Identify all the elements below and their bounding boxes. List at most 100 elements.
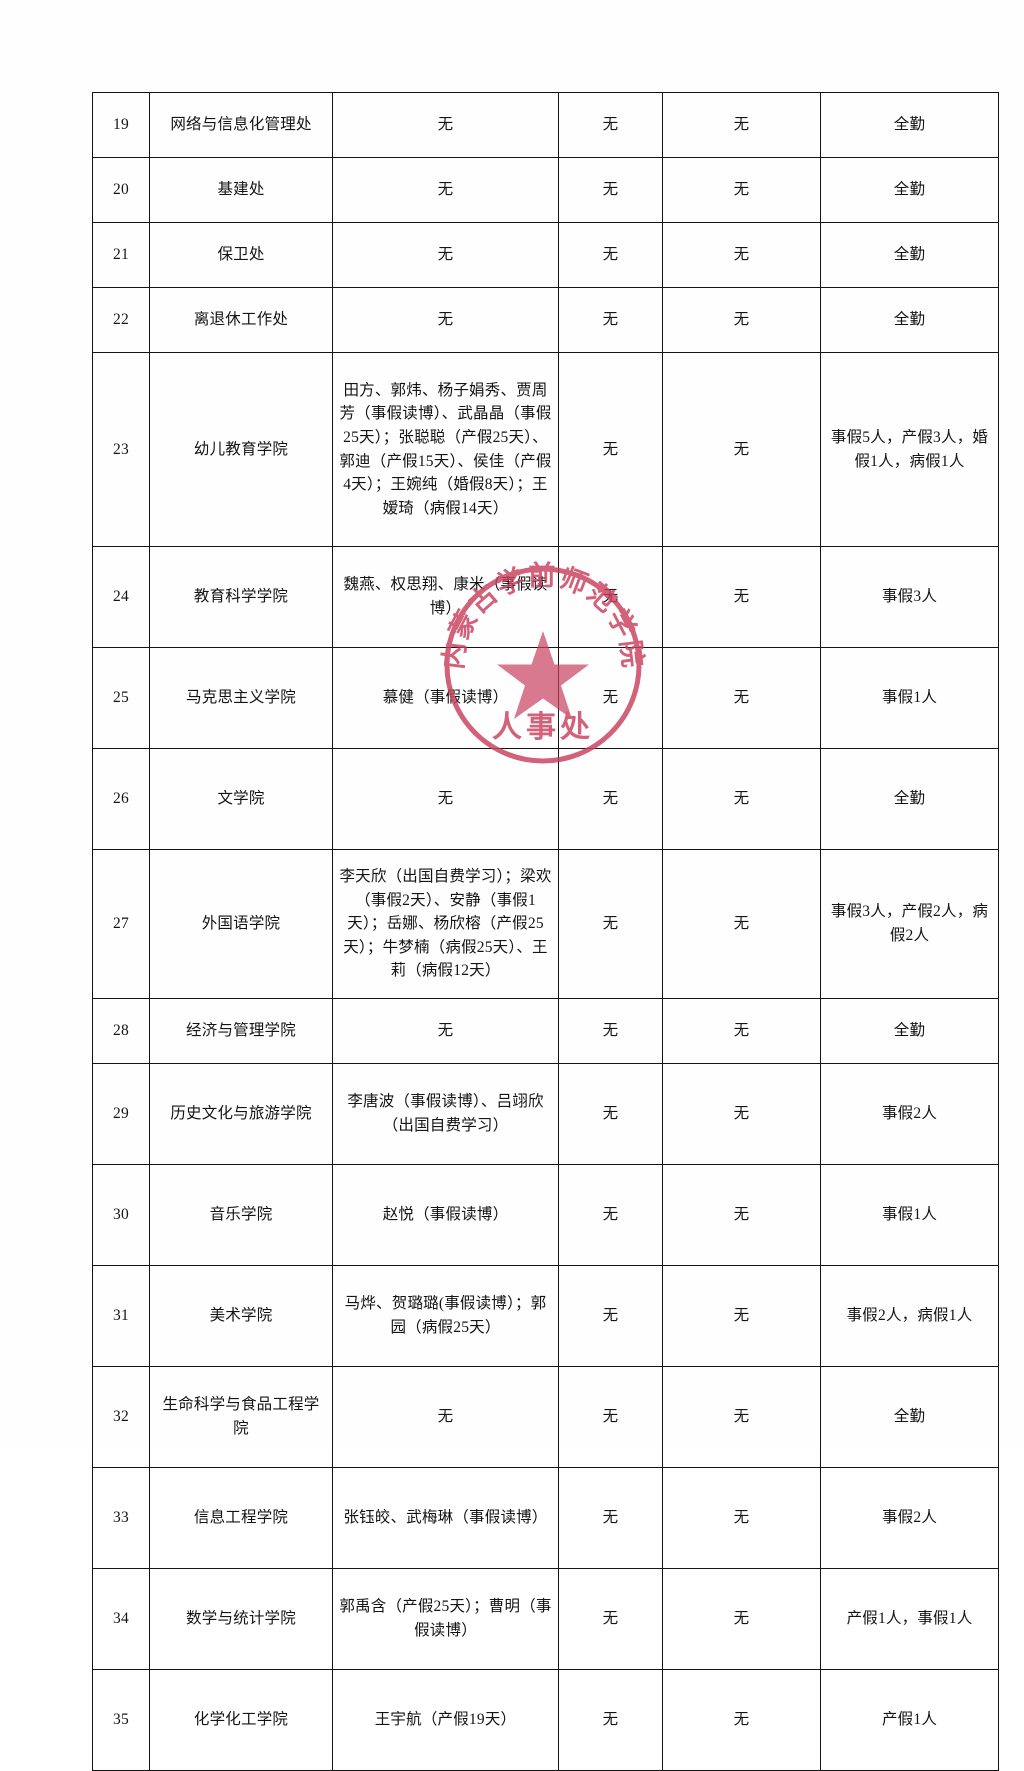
table-row: 19 网络与信息化管理处 无 无 无 全勤 [92,92,999,158]
cell-dept: 历史文化与旅游学院 [149,1063,333,1165]
cell-cadre-text: 无 [602,1206,619,1224]
cell-dept-text: 网络与信息化管理处 [170,116,312,134]
cell-cadre-text: 无 [602,588,619,606]
cell-dept-text: 经济与管理学院 [186,1022,296,1040]
cell-staff: 无 [662,1063,821,1165]
cell-teacher-text: 赵悦（事假读博） [382,1206,509,1224]
cell-dept-text: 信息工程学院 [193,1509,289,1527]
cell-staff: 无 [662,748,821,850]
cell-summary-text: 全勤 [893,311,926,329]
cell-summary: 全勤 [820,998,999,1064]
cell-cadre: 无 [558,546,663,648]
cell-staff: 无 [662,1366,821,1468]
cell-cadre-text: 无 [602,1610,619,1628]
cell-no-text: 31 [113,1307,129,1325]
cell-teacher: 魏燕、权思翔、康米（事假读博） [332,546,559,648]
cell-no: 28 [92,998,150,1064]
cell-no: 33 [92,1467,150,1569]
cell-staff-text: 无 [733,1509,750,1527]
cell-cadre: 无 [558,647,663,749]
cell-staff: 无 [662,998,821,1064]
cell-dept: 外国语学院 [149,849,333,999]
cell-summary: 全勤 [820,92,999,158]
cell-teacher: 无 [332,1366,559,1468]
cell-cadre-text: 无 [602,790,619,808]
cell-cadre-text: 无 [602,1408,619,1426]
cell-no-text: 28 [113,1022,129,1040]
cell-no-text: 35 [113,1711,129,1729]
cell-dept: 经济与管理学院 [149,998,333,1064]
cell-no-text: 19 [113,116,129,134]
cell-no-text: 24 [113,588,129,606]
cell-no-text: 23 [113,440,129,458]
cell-staff-text: 无 [733,246,750,264]
cell-summary: 事假5人，产假3人，婚假1人，病假1人 [820,352,999,547]
cell-summary-text: 全勤 [893,790,926,808]
cell-dept: 马克思主义学院 [149,647,333,749]
cell-no: 23 [92,352,150,547]
cell-staff: 无 [662,1164,821,1266]
cell-staff-text: 无 [733,790,750,808]
cell-dept-text: 外国语学院 [201,915,281,933]
cell-cadre: 无 [558,222,663,288]
table-row: 27 外国语学院 李天欣（出国自费学习）；梁欢（事假2天）、安静（事假1天）；岳娜、… [92,849,999,999]
cell-staff-text: 无 [733,1408,750,1426]
cell-no: 29 [92,1063,150,1165]
cell-teacher-text: 无 [437,790,454,808]
cell-cadre-text: 无 [602,311,619,329]
cell-no: 31 [92,1265,150,1367]
cell-no: 34 [92,1568,150,1670]
cell-summary: 事假2人 [820,1063,999,1165]
cell-staff-text: 无 [733,1206,750,1224]
cell-summary-text: 事假3人 [881,588,938,606]
table-row: 23 幼儿教育学院 田方、郭炜、杨子娟秀、贾周芳（事假读博）、武晶晶（事假25天）；… [92,352,999,547]
cell-teacher: 无 [332,998,559,1064]
cell-summary-text: 全勤 [893,181,926,199]
cell-cadre: 无 [558,352,663,547]
cell-teacher-text: 郭禹含（产假25天）；曹明（事假读博） [339,1598,552,1639]
cell-summary: 事假2人，病假1人 [820,1265,999,1367]
attendance-table: 19 网络与信息化管理处无无无全勤 20 基建处无无无全勤 21 保卫处无无无全勤 22 离退… [92,92,999,1771]
cell-staff-text: 无 [733,1022,750,1040]
cell-cadre-text: 无 [602,116,619,134]
cell-summary-text: 事假1人 [881,1206,938,1224]
cell-teacher-text: 李天欣（出国自费学习）；梁欢（事假2天）、安静（事假1天）；岳娜、杨欣榕（产假2… [339,868,552,980]
cell-teacher-text: 马烨、贺璐璐(事假读博）；郭园（病假25天） [344,1295,547,1336]
cell-staff: 无 [662,1467,821,1569]
cell-cadre: 无 [558,157,663,223]
cell-teacher: 王宇航（产假19天） [332,1669,559,1771]
cell-summary: 全勤 [820,222,999,288]
cell-teacher: 无 [332,157,559,223]
cell-staff-text: 无 [733,311,750,329]
cell-dept: 教育科学学院 [149,546,333,648]
cell-dept-text: 音乐学院 [209,1206,273,1224]
cell-staff: 无 [662,287,821,353]
cell-cadre: 无 [558,1467,663,1569]
cell-summary-text: 产假1人，事假1人 [846,1610,973,1628]
cell-dept-text: 文学院 [217,790,265,808]
table-row: 21 保卫处 无 无 无 全勤 [92,222,999,288]
cell-no-text: 32 [113,1408,129,1426]
cell-staff-text: 无 [733,1105,750,1123]
cell-no-text: 20 [113,181,129,199]
cell-no: 21 [92,222,150,288]
cell-staff-text: 无 [733,689,750,707]
cell-no: 26 [92,748,150,850]
cell-teacher: 无 [332,287,559,353]
cell-dept: 信息工程学院 [149,1467,333,1569]
cell-cadre: 无 [558,998,663,1064]
table-row: 34 数学与统计学院 郭禹含（产假25天）；曹明（事假读博） 无 无 产假1人，事假1人 [92,1568,999,1670]
cell-cadre-text: 无 [602,440,619,458]
table-row: 30 音乐学院 赵悦（事假读博） 无 无 事假1人 [92,1164,999,1266]
cell-staff-text: 无 [733,116,750,134]
cell-teacher-text: 慕健（事假读博） [382,689,509,707]
cell-dept-text: 教育科学学院 [193,588,289,606]
cell-cadre: 无 [558,287,663,353]
cell-no: 30 [92,1164,150,1266]
cell-dept: 音乐学院 [149,1164,333,1266]
cell-dept-text: 离退休工作处 [193,311,289,329]
cell-teacher-text: 无 [437,116,454,134]
table-row: 22 离退休工作处 无 无 无 全勤 [92,287,999,353]
cell-no: 35 [92,1669,150,1771]
cell-summary-text: 事假3人，产假2人，病假2人 [830,903,989,944]
